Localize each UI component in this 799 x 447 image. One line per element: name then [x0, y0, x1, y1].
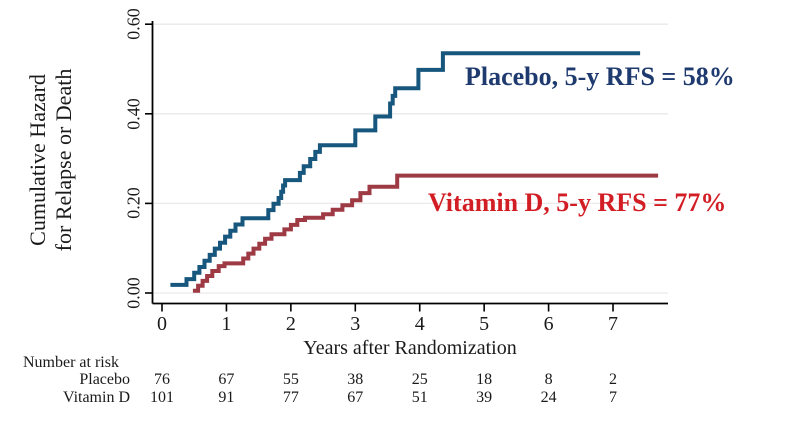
- x-tick-label-4: 4: [414, 313, 425, 335]
- x-tick-label-2: 2: [285, 313, 296, 335]
- vitamin-d-annotation: Vitamin D, 5-y RFS = 77%: [428, 188, 727, 217]
- risk-value-vitamin-d-year-2: 77: [282, 389, 299, 406]
- risk-value-vitamin-d-year-3: 67: [347, 389, 364, 406]
- risk-value-vitamin-d-year-5: 39: [476, 389, 493, 406]
- curves: [170, 51, 659, 293]
- x-tick-label-7: 7: [608, 313, 618, 335]
- axes: [145, 21, 668, 312]
- y-tick-label-0: 0.00: [123, 277, 144, 309]
- y-tick-label-0.6: 0.60: [123, 8, 144, 40]
- x-tick-label-6: 6: [543, 313, 554, 335]
- risk-table-header: Number at risk: [23, 354, 119, 371]
- gridlines: [152, 23, 668, 294]
- risk-value-vitamin-d-year-7: 7: [609, 389, 617, 406]
- x-tick-label-1: 1: [221, 313, 232, 335]
- risk-value-placebo-year-7: 2: [609, 371, 617, 388]
- risk-value-vitamin-d-year-6: 24: [540, 389, 557, 406]
- y-axis-title-line2: for Relapse or Death: [51, 68, 76, 252]
- x-tick-label-3: 3: [350, 313, 361, 335]
- x-tick-label-5: 5: [479, 313, 490, 335]
- x-tick-label-0: 0: [157, 313, 167, 335]
- risk-row-label-vitamin-d: Vitamin D: [62, 389, 130, 406]
- y-tick-label-0.4: 0.40: [123, 98, 144, 130]
- risk-value-placebo-year-0: 76: [154, 371, 170, 388]
- risk-value-placebo-year-6: 8: [544, 371, 553, 388]
- vitamin-d-curve: [192, 173, 659, 293]
- risk-value-placebo-year-2: 55: [282, 371, 299, 388]
- x-axis-title: Years after Randomization: [303, 337, 517, 359]
- risk-value-vitamin-d-year-4: 51: [411, 389, 428, 406]
- risk-value-placebo-year-3: 38: [347, 371, 364, 388]
- risk-value-vitamin-d-year-0: 101: [150, 389, 174, 406]
- risk-value-placebo-year-4: 25: [411, 371, 428, 388]
- y-tick-label-0.2: 0.20: [123, 187, 144, 220]
- y-axis-title: Cumulative Hazard for Relapse or Death: [25, 69, 77, 252]
- placebo-annotation: Placebo, 5-y RFS = 58%: [465, 62, 735, 91]
- placebo-curve: [170, 51, 641, 287]
- risk-value-placebo-year-1: 67: [218, 371, 235, 388]
- y-axis-title-line1: Cumulative Hazard: [25, 74, 51, 246]
- risk-value-vitamin-d-year-1: 91: [218, 389, 235, 406]
- risk-row-label-placebo: Placebo: [79, 371, 130, 388]
- risk-value-placebo-year-5: 18: [476, 371, 493, 388]
